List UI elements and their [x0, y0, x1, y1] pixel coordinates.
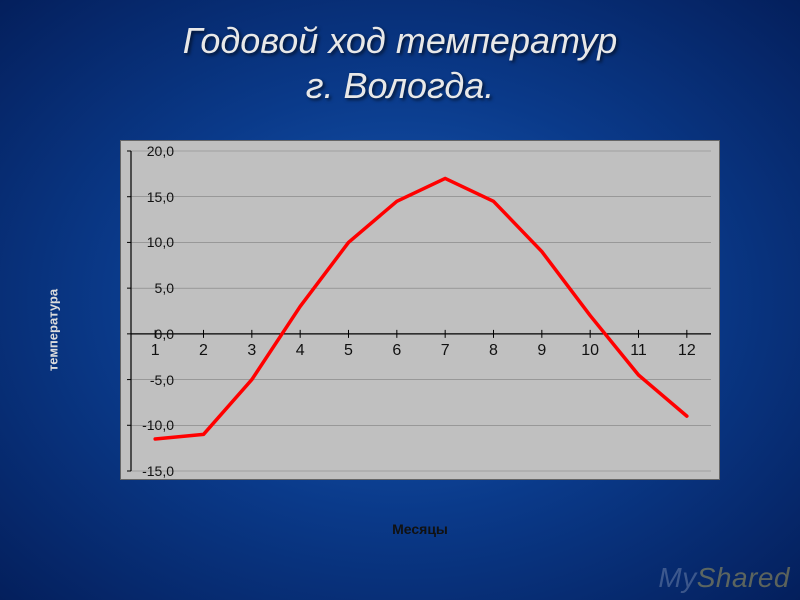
- x-tick-label: 7: [441, 342, 450, 360]
- title-line-2: г. Вологда.: [306, 65, 495, 106]
- plot-area: Месяцы -15,0-10,0-5,00,05,010,015,020,01…: [120, 140, 720, 480]
- slide-title: Годовой ход температур г. Вологда.: [0, 0, 800, 108]
- chart-container: температура Месяцы -15,0-10,0-5,00,05,01…: [60, 140, 740, 520]
- watermark-highlight: Shared: [697, 562, 790, 593]
- x-tick-label: 2: [199, 342, 208, 360]
- x-tick-label: 4: [296, 342, 305, 360]
- x-tick-label: 6: [392, 342, 401, 360]
- x-tick-label: 1: [151, 342, 160, 360]
- watermark-prefix: My: [658, 562, 696, 593]
- x-tick-label: 10: [581, 342, 599, 360]
- y-tick-label: -5,0: [124, 372, 174, 388]
- x-tick-label: 11: [630, 342, 647, 360]
- x-tick-label: 8: [489, 342, 498, 360]
- x-axis-label: Месяцы: [392, 521, 448, 537]
- y-tick-label: 5,0: [124, 280, 174, 296]
- temperature-line-chart: [121, 141, 721, 481]
- y-tick-label: 10,0: [124, 234, 174, 250]
- x-tick-label: 9: [537, 342, 546, 360]
- y-axis-label: температура: [46, 289, 61, 371]
- x-tick-label: 3: [247, 342, 256, 360]
- y-tick-label: -10,0: [124, 417, 174, 433]
- title-line-1: Годовой ход температур: [183, 20, 617, 61]
- y-tick-label: 20,0: [124, 143, 174, 159]
- y-tick-label: 15,0: [124, 189, 174, 205]
- x-tick-label: 5: [344, 342, 353, 360]
- x-tick-label: 12: [678, 342, 696, 360]
- y-tick-label: 0,0: [124, 326, 174, 342]
- watermark: MyShared: [658, 562, 790, 594]
- y-tick-label: -15,0: [124, 463, 174, 479]
